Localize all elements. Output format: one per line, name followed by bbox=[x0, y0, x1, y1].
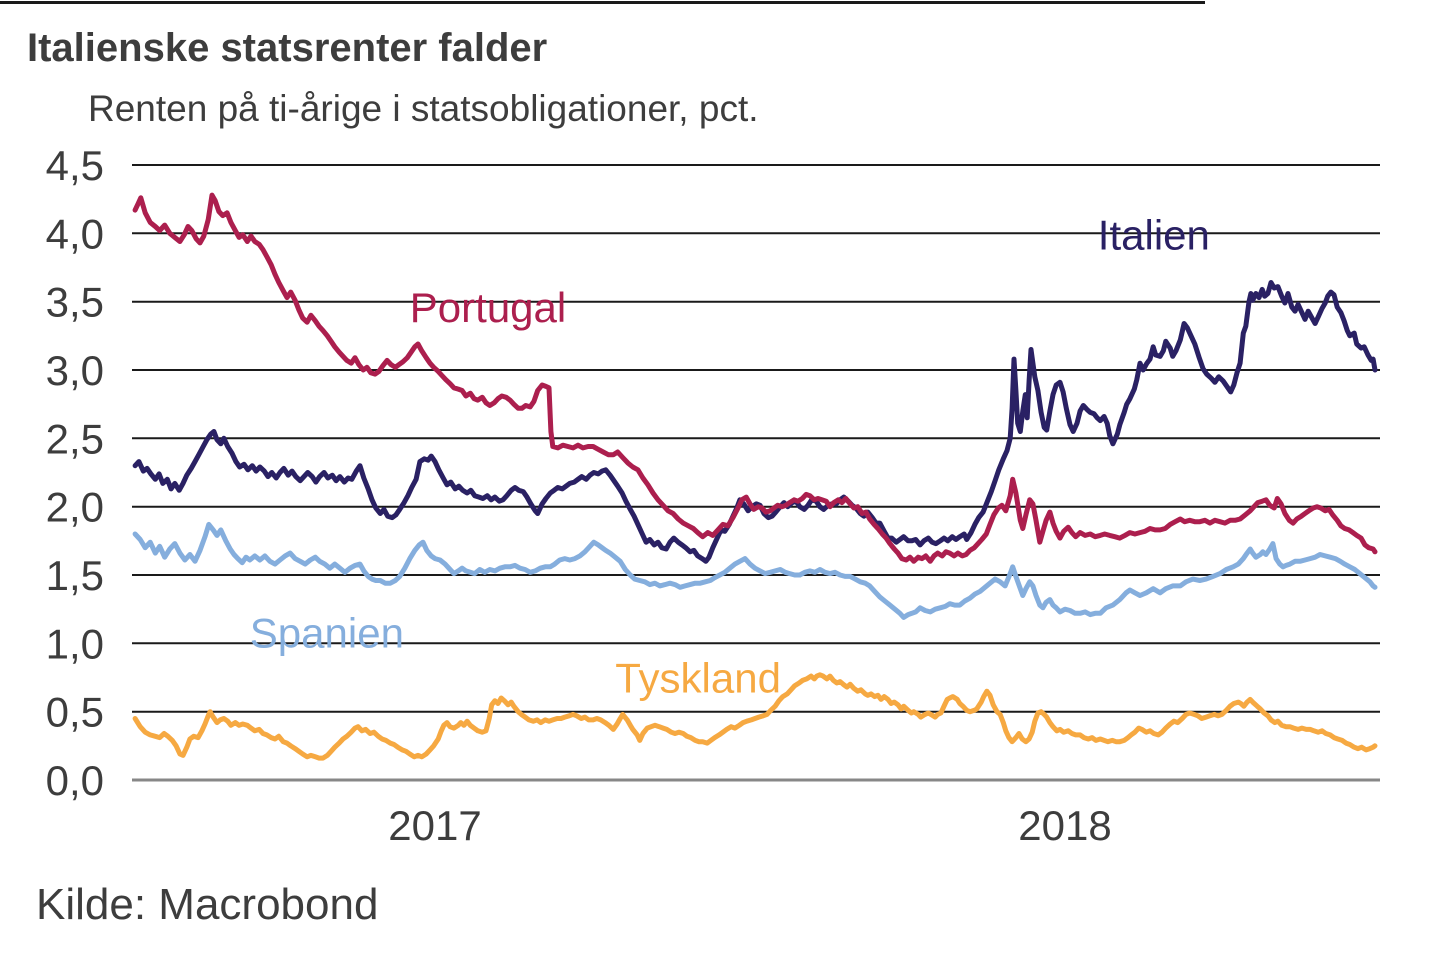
series-line-italien bbox=[132, 280, 1378, 564]
x-tick-label: 2018 bbox=[1018, 802, 1111, 849]
y-tick-label: 4,5 bbox=[46, 142, 104, 189]
chart-subtitle: Renten på ti-årige i statsobligationer, … bbox=[88, 88, 759, 129]
y-tick-label: 1,5 bbox=[46, 552, 104, 599]
series-line-tyskland bbox=[132, 672, 1378, 761]
y-tick-label: 0,0 bbox=[46, 757, 104, 804]
series-label-portugal: Portugal bbox=[410, 284, 566, 331]
series-line-portugal bbox=[132, 192, 1378, 564]
y-tick-label: 0,5 bbox=[46, 689, 104, 736]
series-label-italien: Italien bbox=[1098, 212, 1210, 259]
y-tick-label: 3,0 bbox=[46, 347, 104, 394]
x-tick-label: 2017 bbox=[388, 802, 481, 849]
y-tick-label: 3,5 bbox=[46, 279, 104, 326]
y-tick-label: 4,0 bbox=[46, 210, 104, 257]
y-tick-label: 2,0 bbox=[46, 484, 104, 531]
series-label-spanien: Spanien bbox=[250, 609, 404, 656]
chart-title: Italienske statsrenter falder bbox=[27, 26, 548, 70]
y-tick-label: 1,0 bbox=[46, 620, 104, 667]
source-note: Kilde: Macrobond bbox=[36, 880, 379, 929]
y-tick-label: 2,5 bbox=[46, 415, 104, 462]
series-label-tyskland: Tyskland bbox=[615, 655, 781, 702]
series-line-spanien bbox=[132, 521, 1378, 620]
top-border-line bbox=[0, 1, 1205, 4]
